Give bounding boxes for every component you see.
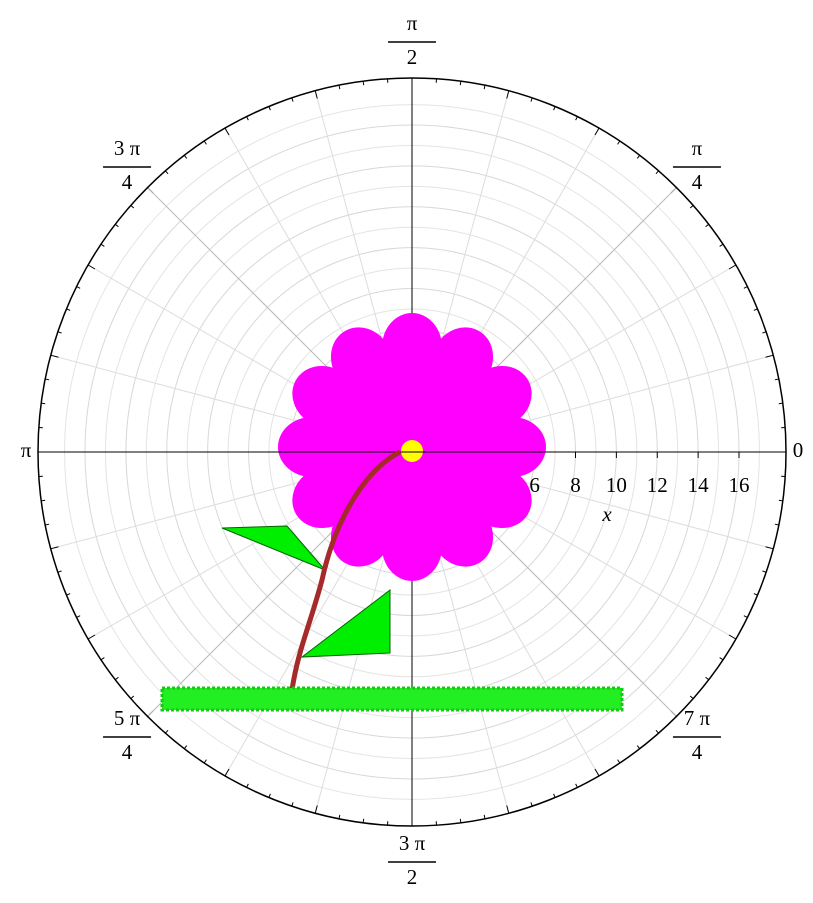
r-tick-label: 8 <box>570 473 581 497</box>
angle-label-denominator: 4 <box>122 170 133 194</box>
petal <box>478 417 546 477</box>
angle-label: π <box>21 438 32 462</box>
petal <box>292 365 359 429</box>
angle-label-denominator: 2 <box>407 865 418 889</box>
grass <box>160 686 624 712</box>
rim-tick <box>506 805 510 814</box>
angle-label-denominator: 4 <box>692 170 703 194</box>
r-tick-label: 12 <box>647 473 668 497</box>
flower-center <box>401 440 423 462</box>
rim-tick <box>728 264 737 270</box>
flower-drawing <box>38 313 786 581</box>
rim-tick <box>50 546 59 550</box>
axis-label: x <box>601 502 612 526</box>
angle-label-numerator: 3 π <box>114 136 141 160</box>
rim-tick <box>506 90 510 99</box>
angle-label-numerator: 3 π <box>399 831 426 855</box>
rim-tick <box>87 634 96 640</box>
rim-tick <box>728 634 737 640</box>
leaf <box>221 525 326 571</box>
angle-label-numerator: π <box>692 136 703 160</box>
stem-and-leaves <box>160 449 624 712</box>
petal <box>330 500 394 567</box>
rim-tick <box>594 127 600 136</box>
rim-tick <box>314 90 318 99</box>
angle-label-numerator: π <box>407 11 418 35</box>
angle-label-denominator: 4 <box>692 740 703 764</box>
rim-tick <box>50 354 59 358</box>
angle-label-numerator: 7 π <box>684 706 711 730</box>
rim-tick <box>224 127 230 136</box>
petal <box>382 513 442 581</box>
angle-label-denominator: 2 <box>407 45 418 69</box>
rim-tick <box>87 264 96 270</box>
petal <box>465 465 532 529</box>
r-tick-label: 6 <box>529 473 540 497</box>
rim-tick <box>765 354 774 358</box>
leaf <box>300 588 391 658</box>
petal <box>430 327 494 394</box>
r-tick-label: 10 <box>606 473 627 497</box>
rim-tick <box>314 805 318 814</box>
angle-label-denominator: 4 <box>122 740 133 764</box>
r-tick-label: 16 <box>728 473 749 497</box>
petal <box>278 417 346 477</box>
r-tick-label: 14 <box>688 473 710 497</box>
angle-label-numerator: 5 π <box>114 706 141 730</box>
rim-tick <box>224 768 230 777</box>
stem <box>289 449 402 691</box>
petal <box>382 313 442 381</box>
rim-tick <box>594 768 600 777</box>
angle-label: 0 <box>793 438 804 462</box>
rim-tick <box>765 546 774 550</box>
